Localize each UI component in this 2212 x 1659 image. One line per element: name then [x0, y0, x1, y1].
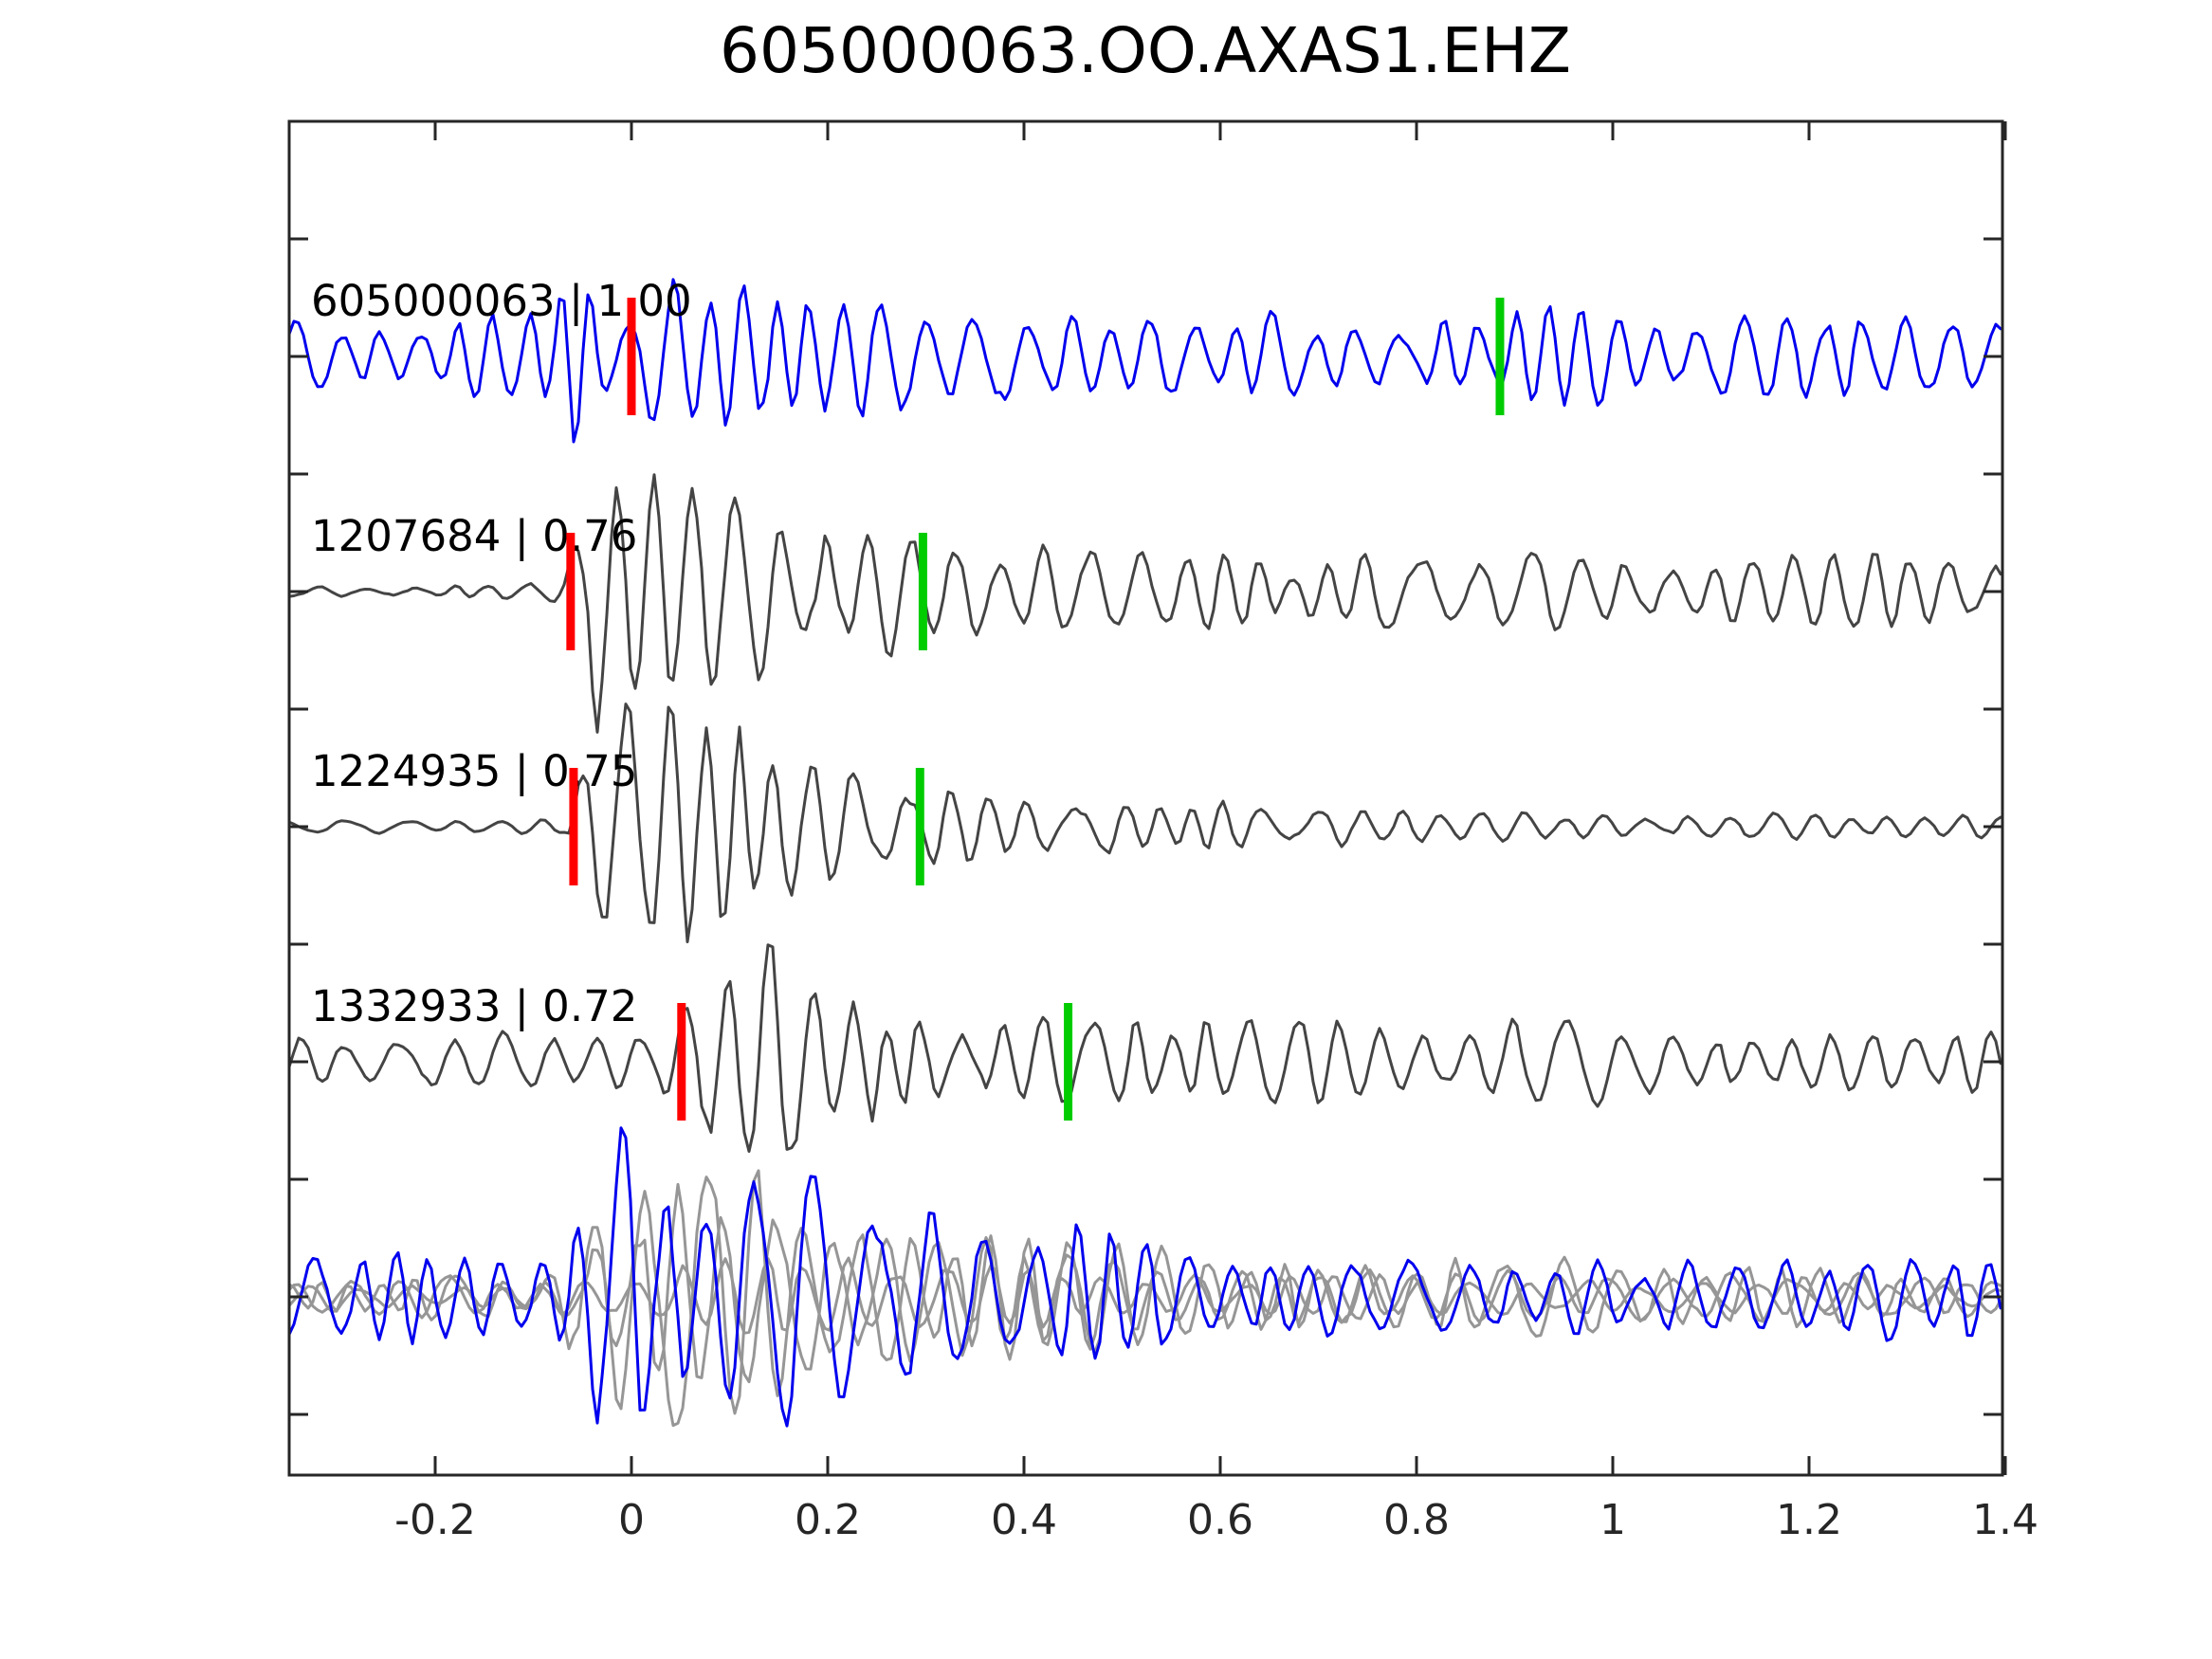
green-pick-marker-1207684: [918, 533, 927, 650]
waveform-605000063: [289, 278, 2002, 444]
x-tick-label: 0.6: [1187, 1496, 1253, 1544]
x-tick-label: 0: [618, 1496, 645, 1544]
waveform-1332933: [289, 943, 2002, 1153]
x-tick-label: 1.4: [1972, 1496, 2038, 1544]
x-tick-label: 1.2: [1776, 1496, 1842, 1544]
x-tick-label: 0.4: [991, 1496, 1057, 1544]
trace-label-1207684: 1207684 | 0.76: [311, 511, 637, 561]
trace-label-1224935: 1224935 | 0.75: [311, 746, 637, 796]
axes-border: [287, 119, 2004, 1477]
green-pick-marker-1224935: [915, 768, 924, 885]
axis-ticks: [289, 121, 2007, 1475]
plot-frame: [287, 119, 2004, 1477]
figure-title: 605000063.OO.AXAS1.EHZ: [720, 14, 1571, 87]
trace-label-1332933: 1332933 | 0.72: [311, 981, 637, 1031]
waveform-overlay-blue-target: [289, 1126, 2002, 1428]
x-tick-label: 0.8: [1383, 1496, 1450, 1544]
pick-markers: [566, 298, 1505, 1121]
waveform-overlay-gray-2: [289, 1169, 2002, 1428]
waveform-overlay-gray-3: [289, 1256, 2002, 1335]
waveform-traces: [289, 278, 2002, 1428]
waveform-1224935: [289, 702, 2002, 943]
x-tick-label: 0.2: [795, 1496, 861, 1544]
x-tick-label: -0.2: [394, 1496, 476, 1544]
green-pick-marker-1332933: [1064, 1003, 1073, 1121]
x-tick-labels: -0.2 0 0.2 0.4 0.6 0.8 1 1.2 1.4: [394, 1496, 2038, 1544]
red-pick-marker-1224935: [569, 768, 578, 885]
waveform-overlay-gray-1: [289, 1182, 2002, 1384]
x-tick-label: 1: [1600, 1496, 1626, 1544]
red-pick-marker-605000063: [627, 298, 636, 415]
red-pick-marker-1207684: [566, 533, 576, 650]
green-pick-marker-605000063: [1495, 298, 1505, 415]
red-pick-marker-1332933: [677, 1003, 686, 1121]
